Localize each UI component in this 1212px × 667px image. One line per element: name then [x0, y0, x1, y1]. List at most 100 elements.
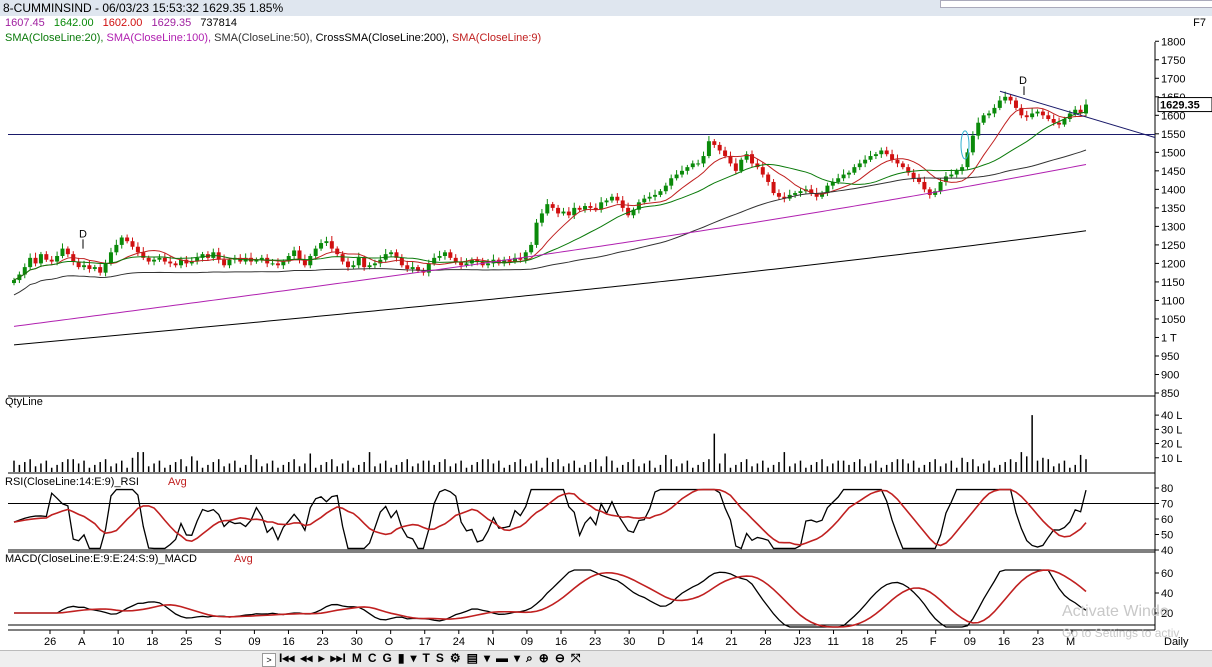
indicator-legend-item[interactable]: SMA(CloseLine:9): [451, 32, 542, 44]
candle-body: [1046, 115, 1051, 120]
candle-body: [281, 261, 286, 266]
toolbar-button[interactable]: ▸: [318, 651, 325, 665]
candle-body: [1013, 100, 1018, 108]
price-tick-label: 1750: [1161, 55, 1185, 67]
indicator-legend[interactable]: SMA(CloseLine:20), SMA(CloseLine:100), S…: [5, 32, 541, 44]
toolbar-button[interactable]: ◂◂: [300, 651, 313, 665]
candle-body: [82, 265, 87, 268]
candle-body: [976, 122, 981, 136]
scroll-right-icon[interactable]: >: [262, 653, 276, 667]
candle-body: [830, 181, 835, 186]
price-tick-label: 900: [1161, 369, 1179, 381]
toolbar-button[interactable]: ▾: [410, 651, 417, 665]
candle-body: [1035, 111, 1040, 114]
candle-body: [857, 163, 862, 168]
horizontal-scrollbar[interactable]: >: [0, 650, 276, 667]
candle-body: [12, 280, 16, 284]
toolbar-button[interactable]: ▤: [466, 651, 478, 665]
toolbar-button[interactable]: C: [367, 651, 377, 665]
volume-tick-label: 20 L: [1161, 439, 1182, 451]
highlight-ellipse: [960, 130, 970, 160]
toolbar-button[interactable]: ▾: [514, 651, 521, 665]
candle-body: [222, 259, 227, 266]
time-tick-label: 16: [998, 636, 1010, 648]
candle-body: [997, 100, 1002, 108]
candle-body: [178, 259, 183, 266]
search-box[interactable]: [940, 0, 1212, 8]
sma-9-line: [13, 107, 1087, 281]
price-tick-label: 1 T: [1161, 332, 1177, 344]
candle-body: [933, 191, 938, 195]
price-tick-label: 1450: [1161, 166, 1185, 178]
candle-body: [1057, 122, 1062, 125]
candle-body: [168, 261, 173, 264]
candle-body: [674, 174, 679, 179]
candle-body: [981, 115, 986, 123]
toolbar-button[interactable]: I◂◂: [279, 651, 295, 665]
toolbar-button[interactable]: ▾: [483, 651, 491, 665]
bottom-toolbar[interactable]: I◂◂ ◂◂ ▸ ▸▸I M C G ▮ ▾ T S ⚙ ▤ ▾ ▬ ▾ ⌕ ⊕ ⊖ ⤧: [276, 650, 1212, 667]
candle-body: [938, 181, 943, 192]
rsi-tick-label: 60: [1161, 514, 1173, 526]
candle-body: [523, 252, 528, 260]
candle-body: [631, 209, 636, 216]
cross-sma-200-line: [13, 230, 1087, 346]
candle-body: [550, 204, 555, 208]
time-tick-label: 26: [44, 636, 56, 648]
candle-body: [114, 244, 119, 253]
candle-body: [879, 150, 884, 155]
candle-body: [227, 259, 232, 266]
candle-body: [636, 202, 641, 210]
indicator-legend-item[interactable]: CrossSMA(CloseLine:200),: [315, 32, 452, 44]
candle-body: [486, 263, 491, 266]
candle-body: [319, 243, 324, 249]
indicator-legend-item[interactable]: SMA(CloseLine:20),: [5, 32, 107, 44]
candle-body: [437, 256, 442, 258]
time-tick-label: 09: [521, 636, 533, 648]
candle-body: [588, 206, 593, 208]
price-tick-label: 1600: [1161, 110, 1185, 122]
candle-body: [949, 174, 954, 177]
candle-body: [809, 189, 814, 194]
candle-body: [502, 259, 507, 264]
toolbar-button[interactable]: ▬: [496, 651, 509, 665]
candle-body: [141, 252, 146, 258]
time-tick-label: 18: [862, 636, 874, 648]
macd-line: [14, 569, 1087, 628]
indicator-legend-item[interactable]: SMA(CloseLine:50),: [214, 32, 316, 44]
toolbar-button[interactable]: ⊕: [538, 651, 549, 665]
toolbar-button[interactable]: ⌕: [526, 651, 533, 665]
toolbar-button[interactable]: S: [435, 651, 444, 665]
f-key-label: F7: [1193, 17, 1206, 29]
toolbar-button[interactable]: ⚙: [449, 651, 461, 665]
toolbar-button[interactable]: ⤧: [570, 651, 581, 665]
price-tick-label: 1500: [1161, 147, 1185, 159]
candle-body: [416, 267, 421, 271]
candle-body: [663, 185, 668, 192]
candle-body: [286, 256, 291, 262]
candle-body: [776, 193, 781, 197]
price-tick-label: 950: [1161, 351, 1179, 363]
volume-tick-label: 40 L: [1161, 410, 1182, 422]
candle-body: [685, 167, 690, 171]
toolbar-button[interactable]: T: [422, 651, 430, 665]
candle-body: [459, 261, 464, 266]
candle-body: [669, 178, 674, 186]
candle-body: [44, 254, 49, 260]
candle-body: [362, 257, 367, 268]
candle-body: [943, 176, 948, 182]
candle-body: [367, 265, 372, 268]
candle-body: [108, 252, 113, 264]
candle-body: [992, 107, 997, 114]
toolbar-button[interactable]: G: [382, 651, 392, 665]
candle-body: [270, 263, 275, 265]
toolbar-button[interactable]: ▸▸I: [330, 651, 346, 665]
candle-body: [518, 257, 523, 260]
time-tick-label: 30: [351, 636, 363, 648]
toolbar-button[interactable]: ▮: [397, 651, 405, 665]
candle-body: [911, 172, 916, 179]
toolbar-button[interactable]: ⊖: [554, 651, 565, 665]
toolbar-button[interactable]: M: [351, 651, 362, 665]
indicator-legend-item[interactable]: SMA(CloseLine:100),: [106, 32, 215, 44]
